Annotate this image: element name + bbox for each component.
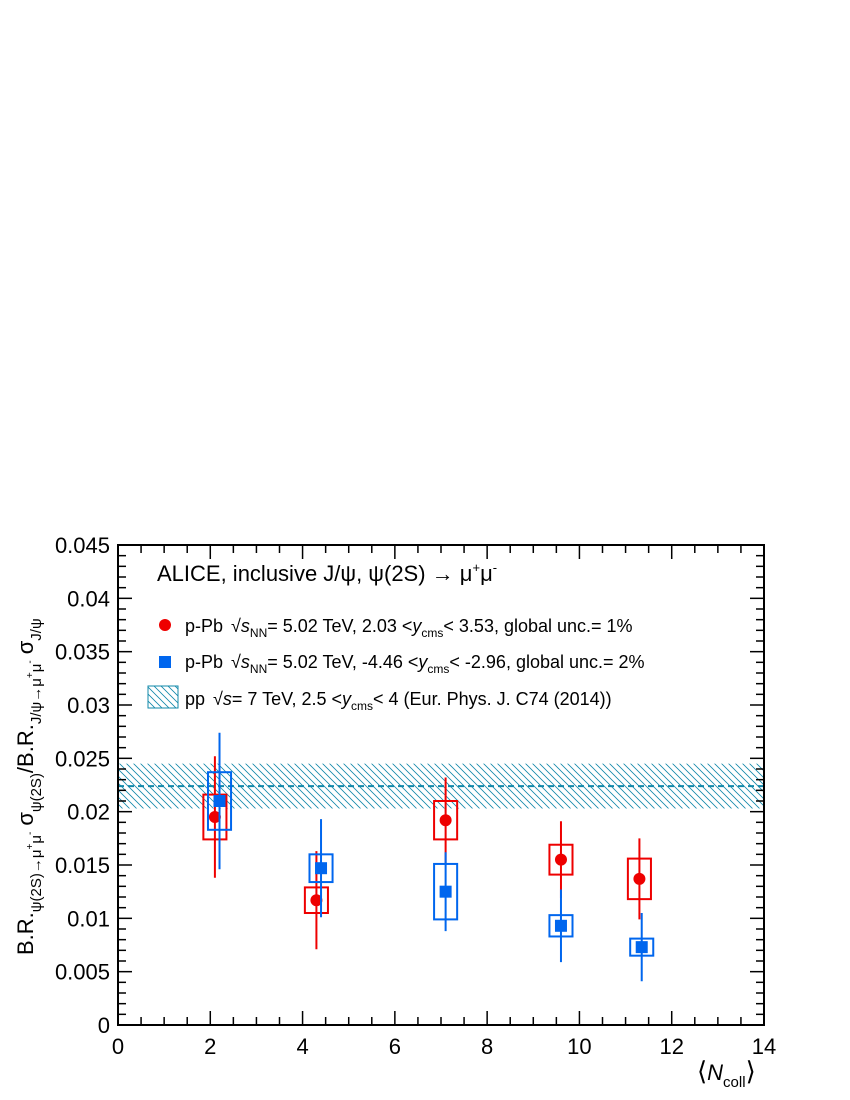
y-tick-label: 0.015 [55, 853, 110, 878]
data-point-square [315, 862, 328, 875]
y-axis-title: B.R.ψ(2S)→μ+μ-σψ(2S)/B.R.J/ψ→μ+μ-σJ/ψ [13, 618, 45, 955]
x-tick-label: 10 [567, 1034, 591, 1059]
x-tick-label: 6 [389, 1034, 401, 1059]
legend-blue-square-marker [159, 656, 171, 668]
axis-ticks: 0 2 4 6 8 10 12 14 0 0.005 0.01 0.015 0.02 0.025 0.03 0… [55, 533, 776, 1059]
data-point-circle [439, 814, 452, 827]
legend-entry-blue: p-Pb √sNN= 5.02 TeV, -4.46 <ycms< -2.96, … [159, 652, 645, 676]
x-axis-title: ⟨Ncoll⟩ [697, 1056, 756, 1091]
y-tick-label: 0.02 [67, 800, 110, 825]
legend-pp-hatch-box [147, 685, 179, 709]
data-point-circle [633, 872, 646, 885]
data-points [202, 732, 655, 982]
y-tick-label: 0.005 [55, 960, 110, 985]
data-point-circle [208, 811, 221, 823]
data-point-square [213, 795, 226, 807]
data-point-circle [310, 894, 323, 907]
legend-blue-label: p-Pb √sNN= 5.02 TeV, -4.46 <ycms< -2.96, … [185, 652, 645, 676]
x-tick-label: 12 [659, 1034, 683, 1059]
x-tick-label: 14 [752, 1034, 776, 1059]
x-tick-label: 2 [204, 1034, 216, 1059]
y-tick-label: 0.04 [67, 586, 110, 611]
data-point-square [635, 941, 648, 954]
y-tick-label: 0.025 [55, 746, 110, 771]
x-tick-label: 4 [296, 1034, 308, 1059]
legend-entry-pp: pp √s= 7 TeV, 2.5 <ycms< 4 (Eur. Phys. J.… [147, 685, 612, 713]
x-tick-label: 0 [112, 1034, 124, 1059]
y-tick-label: 0.03 [67, 693, 110, 718]
series-red-circles [202, 756, 652, 950]
y-tick-label: 0.045 [55, 533, 110, 558]
legend-pp-label: pp √s= 7 TeV, 2.5 <ycms< 4 (Eur. Phys. J.… [185, 689, 612, 713]
data-point-circle [554, 853, 567, 866]
series-blue-squares [206, 732, 655, 982]
legend-red-circle-marker [159, 619, 171, 631]
x-tick-label: 8 [481, 1034, 493, 1059]
data-point-square [554, 919, 567, 932]
y-tick-label: 0 [98, 1013, 110, 1038]
y-tick-label: 0.01 [67, 906, 110, 931]
legend-red-label: p-Pb √sNN= 5.02 TeV, 2.03 <ycms< 3.53, gl… [185, 616, 633, 640]
y-tick-label: 0.035 [55, 640, 110, 665]
data-point-square [439, 885, 452, 898]
legend-entry-red: p-Pb √sNN= 5.02 TeV, 2.03 <ycms< 3.53, gl… [159, 616, 633, 640]
chart-title: ALICE, inclusive J/ψ, ψ(2S) → μ+μ- [157, 560, 497, 586]
